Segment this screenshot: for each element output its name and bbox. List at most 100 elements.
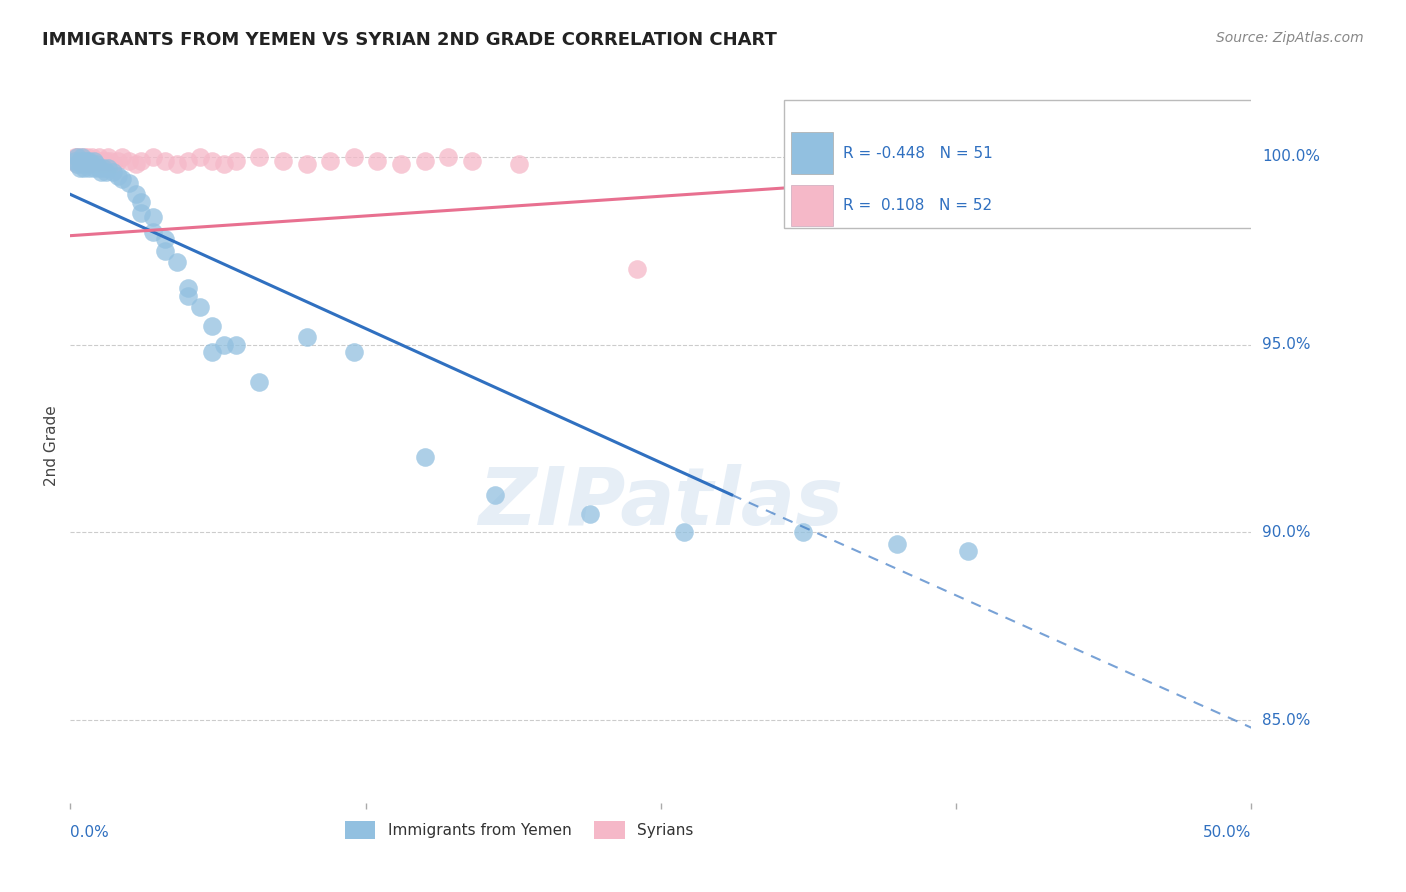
Point (76, 150, 98, 164)
Point (225, 153, 247, 168)
Point (461, 153, 484, 168)
Point (87, 150, 110, 164)
Point (295, 330, 318, 344)
Text: 95.0%: 95.0% (1263, 337, 1310, 352)
Point (80, 157, 103, 171)
Point (225, 337, 247, 351)
Point (129, 206, 152, 220)
Point (62, 153, 84, 168)
Point (319, 153, 342, 168)
Point (83, 161, 105, 175)
Point (94, 165, 117, 179)
Point (77, 153, 100, 168)
Point (142, 150, 165, 164)
Point (247, 375, 270, 389)
Point (579, 507, 602, 521)
Point (118, 153, 141, 168)
Point (93, 157, 115, 171)
FancyBboxPatch shape (783, 101, 1270, 228)
Point (87, 161, 110, 175)
Point (956, 544, 979, 558)
Point (295, 157, 318, 171)
Point (97, 150, 120, 164)
Text: R =  0.108   N = 52: R = 0.108 N = 52 (842, 198, 991, 213)
Point (343, 150, 366, 164)
Point (125, 157, 148, 171)
Point (69, 153, 91, 168)
FancyBboxPatch shape (790, 185, 834, 227)
Point (980, 150, 1002, 164)
Text: Source: ZipAtlas.com: Source: ZipAtlas.com (1216, 31, 1364, 45)
Point (389, 157, 412, 171)
Point (70, 157, 93, 171)
Point (73, 153, 96, 168)
Point (77, 161, 100, 175)
Point (107, 169, 129, 183)
Text: IMMIGRANTS FROM YEMEN VS SYRIAN 2ND GRADE CORRELATION CHART: IMMIGRANTS FROM YEMEN VS SYRIAN 2ND GRAD… (42, 31, 778, 49)
Y-axis label: 2nd Grade: 2nd Grade (44, 406, 59, 486)
Point (90, 153, 112, 168)
Point (107, 153, 129, 168)
Point (70, 153, 93, 168)
Point (129, 194, 152, 209)
Point (188, 300, 211, 314)
Point (626, 262, 648, 277)
Point (153, 153, 176, 168)
Point (111, 150, 134, 164)
Legend: Immigrants from Yemen, Syrians: Immigrants from Yemen, Syrians (339, 815, 700, 845)
Point (129, 153, 152, 168)
Point (84, 153, 107, 168)
Point (63, 153, 86, 168)
Point (97, 161, 120, 175)
Point (508, 157, 530, 171)
Point (93, 161, 115, 175)
Point (366, 153, 388, 168)
Point (142, 225, 165, 239)
Point (76, 157, 98, 171)
Point (101, 165, 124, 179)
Text: 50.0%: 50.0% (1204, 825, 1251, 840)
Text: 90.0%: 90.0% (1263, 524, 1310, 540)
Point (118, 176, 141, 190)
Point (66, 150, 89, 164)
Text: R = -0.448   N = 51: R = -0.448 N = 51 (842, 145, 993, 161)
Point (83, 153, 105, 168)
Point (886, 536, 908, 550)
Point (247, 150, 270, 164)
Point (66, 150, 89, 164)
Point (77, 157, 100, 171)
Point (63, 153, 86, 168)
Point (484, 488, 506, 502)
Text: 85.0%: 85.0% (1263, 713, 1310, 728)
Point (70, 157, 93, 171)
Point (73, 161, 96, 175)
Text: ZIPatlas: ZIPatlas (478, 464, 844, 542)
Point (413, 153, 436, 168)
Point (142, 210, 165, 224)
Point (166, 255, 188, 269)
Point (212, 157, 235, 171)
Point (69, 153, 91, 168)
Point (100, 153, 122, 168)
Point (63, 150, 86, 164)
FancyBboxPatch shape (790, 132, 834, 174)
Point (83, 157, 105, 171)
Point (80, 150, 103, 164)
Point (69, 150, 91, 164)
Point (166, 157, 188, 171)
Point (153, 244, 176, 258)
Point (83, 153, 105, 168)
Point (70, 150, 93, 164)
Point (792, 525, 814, 540)
Text: 100.0%: 100.0% (1263, 149, 1320, 164)
Point (437, 150, 460, 164)
Point (188, 150, 211, 164)
Point (84, 157, 107, 171)
Point (153, 232, 176, 246)
Point (101, 157, 124, 171)
Point (177, 289, 200, 303)
Point (90, 165, 112, 179)
Point (212, 337, 235, 351)
Point (77, 153, 100, 168)
Point (201, 345, 224, 359)
